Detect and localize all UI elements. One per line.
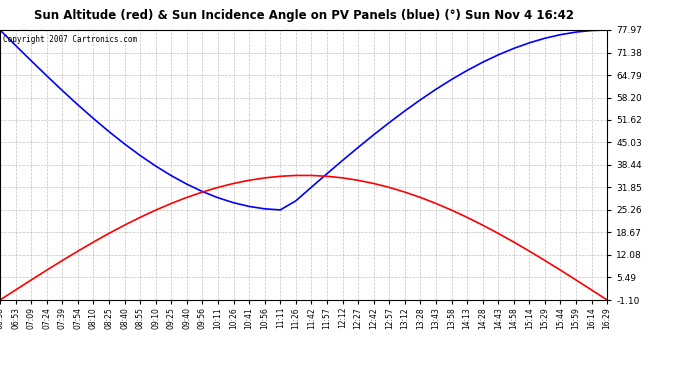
Text: Copyright 2007 Cartronics.com: Copyright 2007 Cartronics.com [3,35,137,44]
Text: Sun Altitude (red) & Sun Incidence Angle on PV Panels (blue) (°) Sun Nov 4 16:42: Sun Altitude (red) & Sun Incidence Angle… [34,9,573,21]
